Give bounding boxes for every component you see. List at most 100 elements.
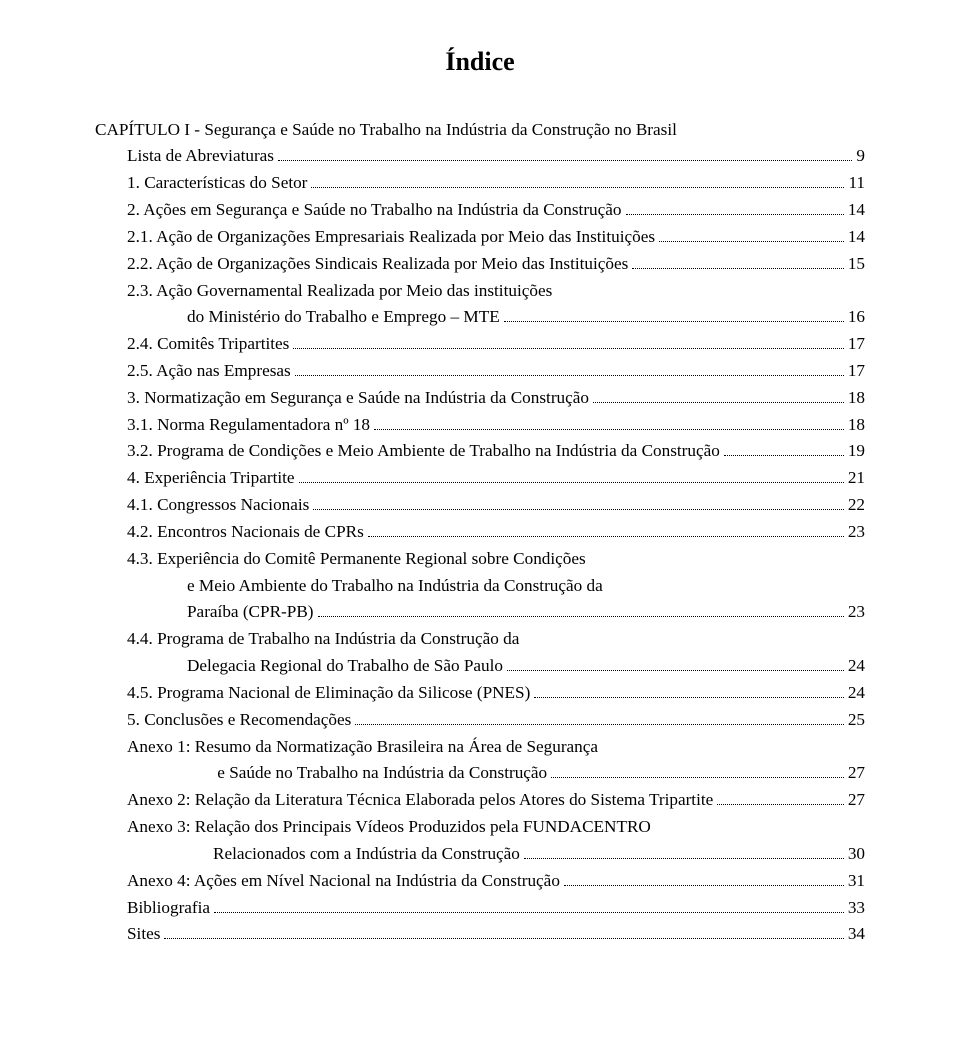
toc-leader-dots [593, 387, 844, 403]
toc-entry: Lista de Abreviaturas 9 [95, 143, 865, 170]
toc-entry-page: 24 [848, 653, 865, 680]
toc-entry-label: do Ministério do Trabalho e Emprego – MT… [187, 304, 500, 331]
toc-list: CAPÍTULO I - Segurança e Saúde no Trabal… [95, 117, 865, 949]
toc-entry: 4.4. Programa de Trabalho na Indústria d… [95, 626, 865, 653]
toc-entry-page: 34 [848, 921, 865, 948]
toc-entry: do Ministério do Trabalho e Emprego – MT… [95, 304, 865, 331]
toc-entry-page: 11 [848, 170, 865, 197]
toc-entry-label: Anexo 2: Relação da Literatura Técnica E… [127, 787, 713, 814]
toc-entry-page: 30 [848, 841, 865, 868]
toc-entry-label: 4.3. Experiência do Comitê Permanente Re… [127, 546, 586, 573]
toc-leader-dots [295, 360, 844, 376]
toc-entry-page: 14 [848, 197, 865, 224]
toc-entry: 4. Experiência Tripartite 21 [95, 465, 865, 492]
toc-entry: Paraíba (CPR-PB) 23 [95, 599, 865, 626]
toc-entry-label: 4.1. Congressos Nacionais [127, 492, 309, 519]
toc-entry-label: 3. Normatização em Segurança e Saúde na … [127, 385, 589, 412]
toc-entry-label: 2.3. Ação Governamental Realizada por Me… [127, 278, 552, 305]
toc-entry: Relacionados com a Indústria da Construç… [95, 841, 865, 868]
toc-entry: 3. Normatização em Segurança e Saúde na … [95, 385, 865, 412]
toc-entry-page: 17 [848, 331, 865, 358]
toc-leader-dots [374, 414, 844, 430]
toc-entry: 3.2. Programa de Condições e Meio Ambien… [95, 438, 865, 465]
toc-entry-page: 19 [848, 438, 865, 465]
toc-entry: e Saúde no Trabalho na Indústria da Cons… [95, 760, 865, 787]
toc-leader-dots [507, 656, 844, 672]
toc-entry: Anexo 2: Relação da Literatura Técnica E… [95, 787, 865, 814]
toc-entry-label: Delegacia Regional do Trabalho de São Pa… [187, 653, 503, 680]
toc-entry-label: e Saúde no Trabalho na Indústria da Cons… [213, 760, 547, 787]
toc-entry-label: Bibliografia [127, 895, 210, 922]
toc-entry-page: 14 [848, 224, 865, 251]
toc-entry: 2.2. Ação de Organizações Sindicais Real… [95, 251, 865, 278]
toc-entry-page: 25 [848, 707, 865, 734]
toc-entry: Anexo 3: Relação dos Principais Vídeos P… [95, 814, 865, 841]
toc-entry: 2. Ações em Segurança e Saúde no Trabalh… [95, 197, 865, 224]
toc-entry-label: e Meio Ambiente do Trabalho na Indústria… [187, 573, 603, 600]
toc-entry-page: 22 [848, 492, 865, 519]
toc-leader-dots [164, 924, 843, 940]
toc-entry-page: 23 [848, 519, 865, 546]
toc-entry: 4.1. Congressos Nacionais 22 [95, 492, 865, 519]
toc-entry-page: 33 [848, 895, 865, 922]
toc-leader-dots [659, 226, 844, 242]
toc-entry-page: 18 [848, 385, 865, 412]
toc-leader-dots [214, 897, 844, 913]
toc-entry-page: 27 [848, 787, 865, 814]
toc-leader-dots [524, 843, 844, 859]
toc-entry: 2.3. Ação Governamental Realizada por Me… [95, 278, 865, 305]
toc-entry-page: 9 [856, 143, 865, 170]
toc-entry-page: 27 [848, 760, 865, 787]
toc-entry-label: 4.4. Programa de Trabalho na Indústria d… [127, 626, 519, 653]
toc-leader-dots [717, 790, 844, 806]
toc-entry: 1. Características do Setor 11 [95, 170, 865, 197]
toc-entry-page: 15 [848, 251, 865, 278]
toc-leader-dots [368, 521, 844, 537]
toc-entry-page: 31 [848, 868, 865, 895]
toc-entry-label: Relacionados com a Indústria da Construç… [213, 841, 520, 868]
toc-leader-dots [318, 602, 844, 618]
toc-leader-dots [534, 682, 843, 698]
toc-leader-dots [313, 495, 843, 511]
toc-leader-dots [504, 307, 844, 323]
toc-entry: 4.5. Programa Nacional de Eliminação da … [95, 680, 865, 707]
toc-entry-label: 2. Ações em Segurança e Saúde no Trabalh… [127, 197, 622, 224]
toc-entry-label: 2.4. Comitês Tripartites [127, 331, 289, 358]
toc-entry-page: 16 [848, 304, 865, 331]
toc-leader-dots [311, 173, 844, 189]
toc-entry: e Meio Ambiente do Trabalho na Indústria… [95, 573, 865, 600]
toc-entry-label: 5. Conclusões e Recomendações [127, 707, 351, 734]
toc-entry: 2.1. Ação de Organizações Empresariais R… [95, 224, 865, 251]
toc-entry: 2.5. Ação nas Empresas 17 [95, 358, 865, 385]
toc-entry: CAPÍTULO I - Segurança e Saúde no Trabal… [95, 117, 865, 144]
toc-entry-label: 4. Experiência Tripartite [127, 465, 295, 492]
toc-leader-dots [355, 709, 843, 725]
toc-entry: Delegacia Regional do Trabalho de São Pa… [95, 653, 865, 680]
toc-entry-page: 18 [848, 412, 865, 439]
toc-leader-dots [724, 441, 844, 457]
toc-entry-label: Anexo 3: Relação dos Principais Vídeos P… [127, 814, 651, 841]
toc-entry-label: 3.2. Programa de Condições e Meio Ambien… [127, 438, 720, 465]
toc-leader-dots [293, 334, 843, 350]
toc-entry-label: 2.2. Ação de Organizações Sindicais Real… [127, 251, 628, 278]
toc-entry-page: 21 [848, 465, 865, 492]
toc-entry-page: 23 [848, 599, 865, 626]
toc-entry: Bibliografia 33 [95, 895, 865, 922]
page-container: Índice CAPÍTULO I - Segurança e Saúde no… [0, 0, 960, 1056]
toc-entry-label: CAPÍTULO I - Segurança e Saúde no Trabal… [95, 117, 677, 144]
toc-entry: Anexo 1: Resumo da Normatização Brasilei… [95, 734, 865, 761]
toc-entry-label: Anexo 4: Ações em Nível Nacional na Indú… [127, 868, 560, 895]
toc-entry: 2.4. Comitês Tripartites 17 [95, 331, 865, 358]
toc-entry-label: 3.1. Norma Regulamentadora nº 18 [127, 412, 370, 439]
toc-entry: Sites 34 [95, 921, 865, 948]
toc-leader-dots [626, 199, 844, 215]
toc-entry-label: Lista de Abreviaturas [127, 143, 274, 170]
toc-entry-label: Sites [127, 921, 160, 948]
toc-entry-label: 1. Características do Setor [127, 170, 307, 197]
toc-entry-label: Paraíba (CPR-PB) [187, 599, 314, 626]
toc-leader-dots [564, 870, 844, 886]
toc-entry: Anexo 4: Ações em Nível Nacional na Indú… [95, 868, 865, 895]
toc-entry: 5. Conclusões e Recomendações 25 [95, 707, 865, 734]
toc-entry-page: 24 [848, 680, 865, 707]
toc-entry-label: 2.5. Ação nas Empresas [127, 358, 291, 385]
